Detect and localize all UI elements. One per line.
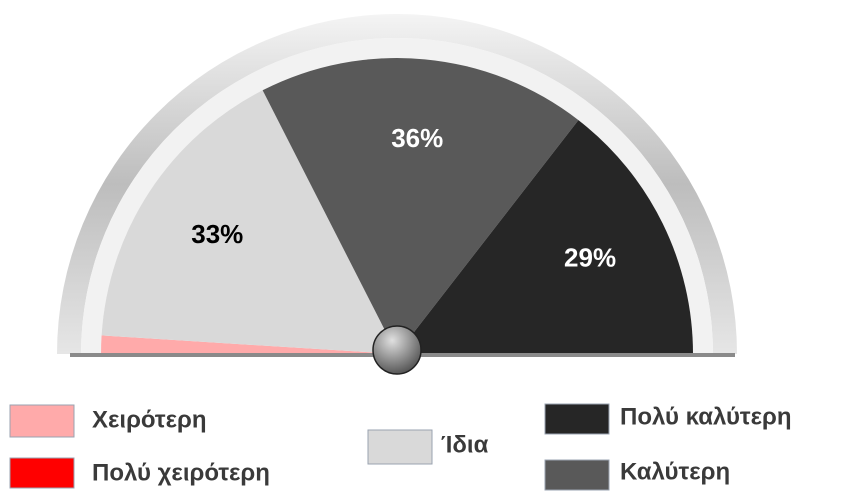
legend-swatch xyxy=(9,404,75,438)
value-label: 29% xyxy=(564,242,616,272)
labels: 33% 36% 29% xyxy=(191,123,616,272)
slice xyxy=(262,58,579,354)
value-label: 36% xyxy=(391,123,443,153)
legend-label: Πολύ χειρότερη xyxy=(92,459,270,486)
gauge-knob xyxy=(372,325,422,375)
legend-swatch xyxy=(544,403,610,435)
legend-label: Ίδια xyxy=(441,431,489,458)
slices xyxy=(101,58,693,355)
slice xyxy=(101,335,397,354)
legend-label: Καλύτερη xyxy=(620,458,730,485)
legend-swatch xyxy=(9,457,75,489)
slice xyxy=(101,90,397,354)
slice xyxy=(397,120,693,355)
legend-swatch xyxy=(367,429,433,465)
legend: Πολύ χειρότερη Χειρότερη Ίδια Καλύτερη Πολύ … xyxy=(9,403,792,491)
legend-swatch xyxy=(544,459,610,491)
legend-label: Πολύ καλύτερη xyxy=(620,403,792,430)
value-label: 33% xyxy=(191,219,243,249)
legend-label: Χειρότερη xyxy=(92,406,207,433)
